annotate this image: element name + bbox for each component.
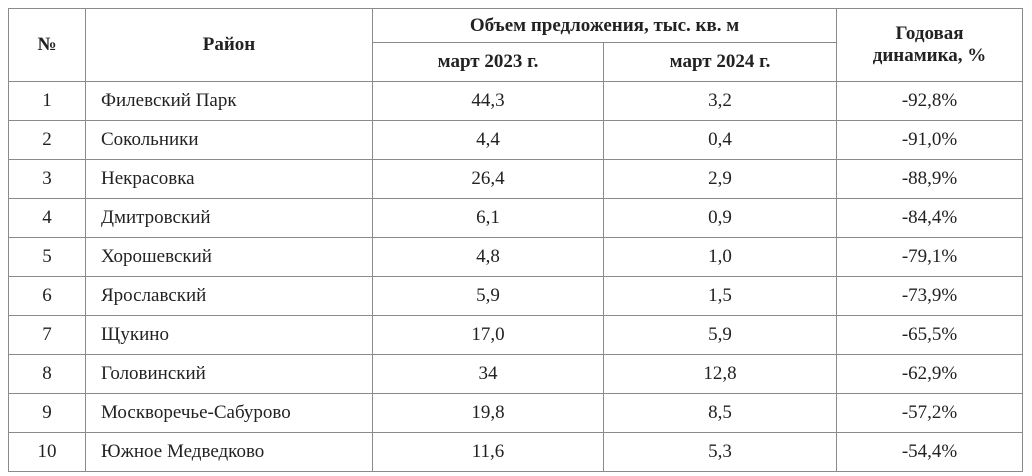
table-header: № Район Объем предложения, тыс. кв. м Го… bbox=[8, 8, 1024, 82]
table-cell: Сокольники bbox=[85, 120, 373, 160]
table-cell: Дмитровский bbox=[85, 198, 373, 238]
table-row: 4 Дмитровский 6,1 0,9 -84,4% bbox=[8, 198, 1024, 238]
header-row: март 2023 г. март 2024 г. bbox=[9, 42, 1023, 82]
header-cell: март 2023 г. bbox=[372, 42, 604, 82]
table-cell: Головинский bbox=[85, 354, 373, 394]
table-cell: -54,4% bbox=[836, 432, 1024, 472]
table-cell: -62,9% bbox=[836, 354, 1024, 394]
table-cell: 1 bbox=[8, 81, 86, 121]
header-cell: Район bbox=[85, 8, 373, 82]
table-cell: 44,3 bbox=[372, 81, 604, 121]
table-cell: 17,0 bbox=[372, 315, 604, 355]
table-cell: 34 bbox=[372, 354, 604, 394]
table-row: 10 Южное Медведково 11,6 5,3 -54,4% bbox=[8, 432, 1024, 472]
table-cell: 8,5 bbox=[602, 393, 838, 433]
table-cell: 4,4 bbox=[372, 120, 604, 160]
table-cell: Южное Медведково bbox=[85, 432, 373, 472]
table-cell: 11,6 bbox=[372, 432, 604, 472]
table-cell: 6,1 bbox=[372, 198, 604, 238]
table-row: 1 Филевский Парк 44,3 3,2 -92,8% bbox=[8, 81, 1024, 121]
data-table: № Район Объем предложения, тыс. кв. м Го… bbox=[8, 8, 1024, 472]
table-cell: 3 bbox=[8, 159, 86, 199]
table-cell: -79,1% bbox=[836, 237, 1024, 277]
table-cell: 0,9 bbox=[602, 198, 838, 238]
table-row: 7 Щукино 17,0 5,9 -65,5% bbox=[8, 315, 1024, 355]
table-cell: -65,5% bbox=[836, 315, 1024, 355]
header-cell: Годовая динамика, % bbox=[836, 8, 1024, 82]
table-cell: 2 bbox=[8, 120, 86, 160]
table-cell: 1,5 bbox=[602, 276, 838, 316]
table-cell: 9 bbox=[8, 393, 86, 433]
table-cell: 8 bbox=[8, 354, 86, 394]
table-cell: 12,8 bbox=[602, 354, 838, 394]
table-row: 8 Головинский 34 12,8 -62,9% bbox=[8, 354, 1024, 394]
table-cell: 6 bbox=[8, 276, 86, 316]
table-row: 5 Хорошевский 4,8 1,0 -79,1% bbox=[8, 237, 1024, 277]
table-cell: -73,9% bbox=[836, 276, 1024, 316]
table-cell: 3,2 bbox=[602, 81, 838, 121]
table-cell: 1,0 bbox=[602, 237, 838, 277]
table-row: 6 Ярославский 5,9 1,5 -73,9% bbox=[8, 276, 1024, 316]
table-cell: 5 bbox=[8, 237, 86, 277]
table-row: 9 Москворечье-Сабурово 19,8 8,5 -57,2% bbox=[8, 393, 1024, 433]
table-cell: -84,4% bbox=[836, 198, 1024, 238]
table-cell: Хорошевский bbox=[85, 237, 373, 277]
table-row: 3 Некрасовка 26,4 2,9 -88,9% bbox=[8, 159, 1024, 199]
table-cell: Москворечье-Сабурово bbox=[85, 393, 373, 433]
table-cell: 19,8 bbox=[372, 393, 604, 433]
table-cell: 2,9 bbox=[602, 159, 838, 199]
table-cell: 4 bbox=[8, 198, 86, 238]
table-cell: 26,4 bbox=[372, 159, 604, 199]
table-cell: -57,2% bbox=[836, 393, 1024, 433]
header-cell: март 2024 г. bbox=[602, 42, 838, 82]
header-row: № Район Объем предложения, тыс. кв. м Го… bbox=[8, 8, 1024, 82]
table-cell: 5,9 bbox=[602, 315, 838, 355]
table-cell: Ярославский bbox=[85, 276, 373, 316]
header-cell: № bbox=[8, 8, 86, 82]
header-cell: Объем предложения, тыс. кв. м bbox=[371, 8, 838, 43]
table-cell: 5,3 bbox=[602, 432, 838, 472]
table-cell: -88,9% bbox=[836, 159, 1024, 199]
table-cell: -91,0% bbox=[836, 120, 1024, 160]
table-cell: Некрасовка bbox=[85, 159, 373, 199]
table-cell: 0,4 bbox=[602, 120, 838, 160]
table-cell: -92,8% bbox=[836, 81, 1024, 121]
table-body: 1 Филевский Парк 44,3 3,2 -92,8% 2 Сокольники 4… bbox=[8, 81, 1024, 472]
table-cell: 5,9 bbox=[372, 276, 604, 316]
table-cell: Щукино bbox=[85, 315, 373, 355]
table-cell: Филевский Парк bbox=[85, 81, 373, 121]
table-cell: 10 bbox=[8, 432, 86, 472]
table-row: 2 Сокольники 4,4 0,4 -91,0% bbox=[8, 120, 1024, 160]
table-cell: 4,8 bbox=[372, 237, 604, 277]
table-cell: 7 bbox=[8, 315, 86, 355]
